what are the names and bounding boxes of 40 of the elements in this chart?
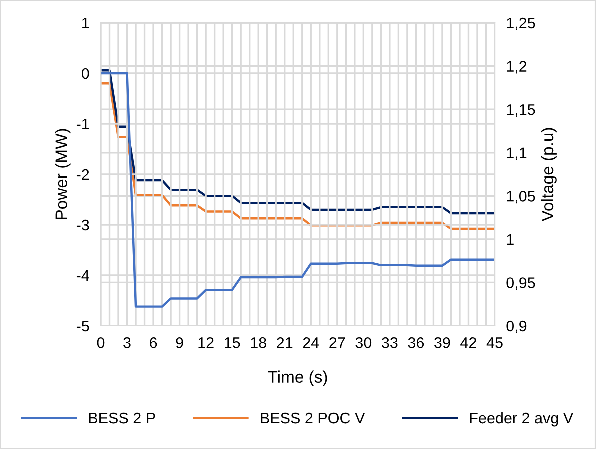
y-tick-label: -1: [76, 119, 90, 130]
y-tick-label: -2: [76, 169, 90, 180]
legend-label: BESS 2 P: [89, 412, 156, 424]
y2-tick-label: 1: [507, 234, 514, 245]
x-tick-label: 45: [486, 338, 503, 348]
x-tick-label: 27: [330, 338, 346, 348]
y-tick-label: -4: [76, 270, 90, 282]
y2-tick-label: 1,1: [507, 148, 527, 160]
y2-tick-label: 0,95: [506, 278, 536, 290]
x-tick-label: 18: [251, 338, 266, 348]
x-tick-label: 21: [277, 338, 293, 348]
y2-tick-label: 1,25: [507, 18, 536, 30]
y2-axis-title: Voltage (p.u): [541, 128, 557, 222]
x-tick-label: 6: [150, 338, 158, 348]
y-axis-title: Power (MW): [55, 129, 71, 220]
x-tick-label: 33: [382, 338, 398, 348]
x-tick-label: 3: [124, 338, 131, 348]
x-tick-label: 15: [225, 338, 240, 348]
legend-label: Feeder 2 avg V: [470, 412, 574, 427]
x-tick-label: 36: [408, 338, 424, 348]
y-tick-label: -5: [76, 321, 90, 332]
y-tick-label: 0: [82, 68, 90, 80]
y-tick-label: -3: [76, 220, 90, 231]
y-tick-label: 1: [82, 18, 90, 29]
x-axis-title: Time (s): [268, 370, 328, 386]
line-series: [101, 72, 495, 308]
y2-tick-label: 1,15: [507, 104, 536, 118]
y2-tick-label: 0,9: [506, 320, 527, 334]
line-series: [101, 70, 495, 215]
x-tick-label: 9: [176, 338, 184, 348]
line-series: [101, 82, 495, 230]
y2-tick-label: 1,05: [507, 191, 536, 204]
x-tick-label: 24: [303, 338, 320, 348]
x-tick-label: 12: [198, 338, 214, 348]
y2-tick-label: 1,2: [507, 61, 527, 74]
x-tick-label: 30: [356, 338, 372, 348]
x-tick-label: 42: [460, 338, 476, 348]
legend-label: BESS 2 POC V: [261, 412, 366, 424]
x-tick-label: 39: [434, 338, 450, 348]
x-tick-label: 0: [97, 338, 105, 348]
